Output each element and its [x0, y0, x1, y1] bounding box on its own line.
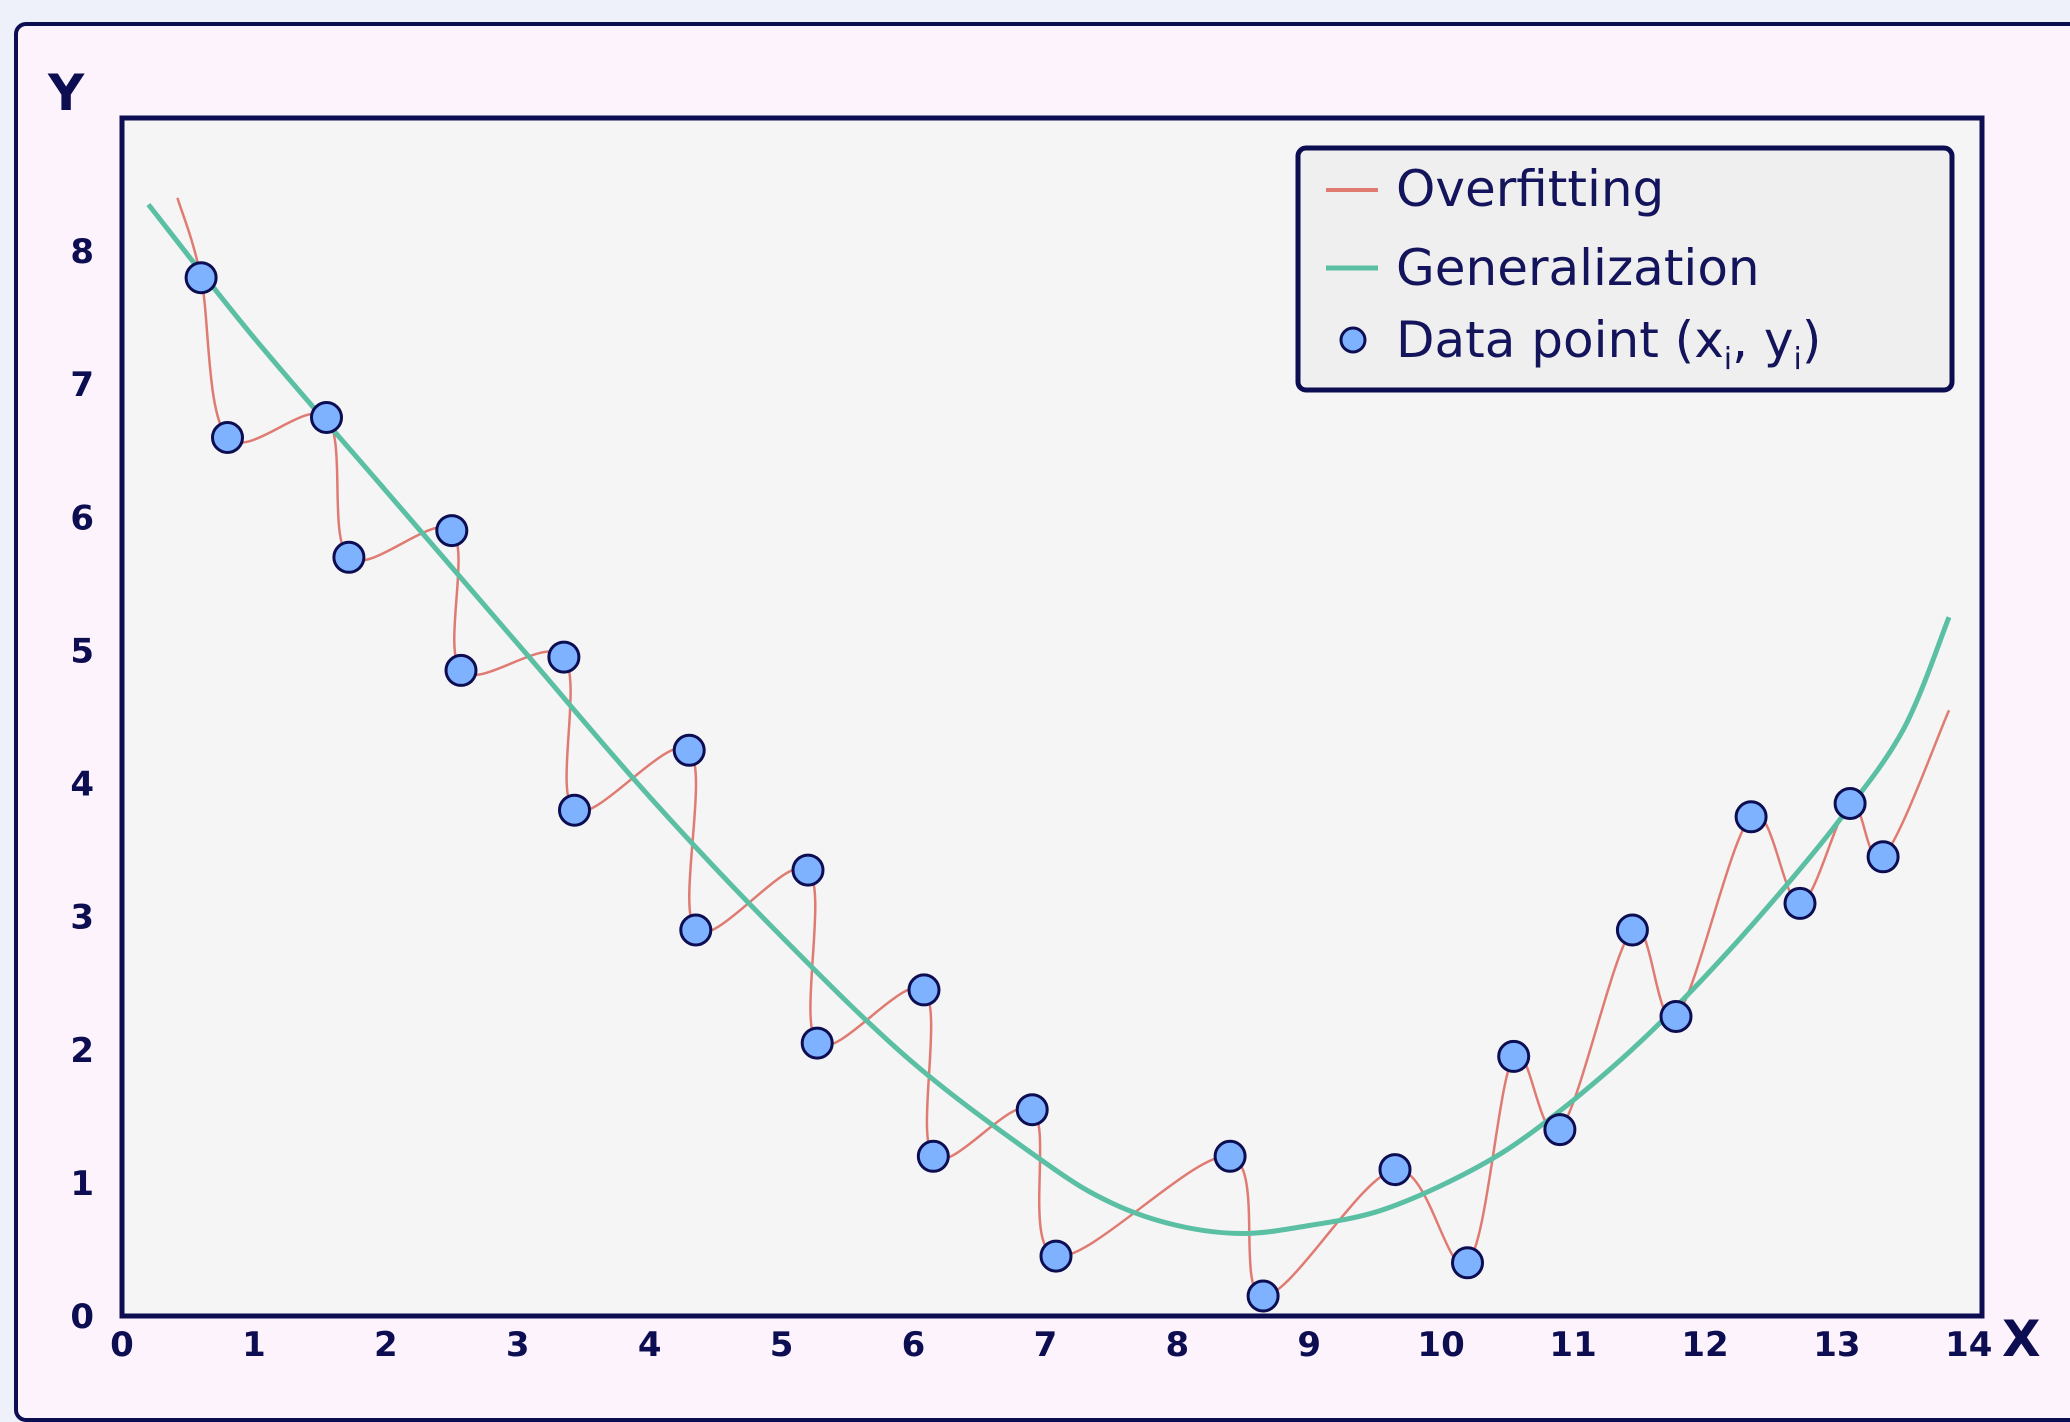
data-point — [1833, 787, 1867, 820]
x-tick-label: 9 — [1297, 1325, 1321, 1365]
data-point — [1783, 886, 1817, 920]
data-point — [1866, 840, 1900, 874]
data-point — [211, 421, 244, 454]
x-tick-label: 4 — [638, 1325, 662, 1365]
data-point — [184, 261, 218, 295]
data-point — [1213, 1139, 1247, 1173]
data-point — [558, 793, 591, 827]
legend-overfitting-label: Overfitting — [1396, 160, 1664, 218]
data-point — [1497, 1039, 1531, 1073]
y-axis-label: Y — [47, 64, 85, 122]
data-point — [1615, 913, 1649, 947]
data-point — [1039, 1239, 1073, 1273]
x-tick-label: 2 — [374, 1325, 398, 1365]
x-tick-label: 3 — [506, 1325, 530, 1365]
data-point — [800, 1026, 834, 1060]
generalization-curve — [146, 202, 1952, 1237]
y-tick-label: 1 — [70, 1164, 94, 1204]
y-tick-label: 4 — [70, 765, 94, 805]
legend-generalization-label: Generalization — [1396, 239, 1760, 297]
data-point — [791, 853, 825, 887]
y-tick-label: 2 — [70, 1031, 94, 1071]
x-tick-label: 0 — [110, 1325, 134, 1365]
data-point — [907, 973, 941, 1007]
x-tick-label: 11 — [1549, 1325, 1596, 1365]
x-tick-label: 1 — [242, 1325, 266, 1365]
data-point — [1659, 1000, 1693, 1033]
data-point — [1246, 1279, 1280, 1313]
x-tick-label: 12 — [1681, 1325, 1728, 1365]
y-tick-label: 8 — [70, 232, 94, 272]
data-point — [1543, 1113, 1577, 1147]
data-point — [1451, 1246, 1484, 1280]
y-tick-label: 0 — [70, 1297, 94, 1337]
x-tick-label: 13 — [1813, 1325, 1860, 1365]
legend-points-sub1: i — [1724, 342, 1732, 377]
y-tick-label: 5 — [70, 631, 94, 671]
data-point — [672, 733, 706, 767]
data-point — [1378, 1153, 1412, 1187]
x-axis-label: X — [2002, 1310, 2041, 1368]
data-point — [444, 653, 478, 687]
x-tick-label: 8 — [1165, 1325, 1189, 1365]
x-tick-label: 6 — [902, 1325, 926, 1365]
data-point — [1734, 800, 1768, 834]
y-tick-label: 7 — [70, 365, 94, 405]
data-point — [547, 640, 581, 674]
data-point — [1015, 1093, 1049, 1127]
legend-box — [1295, 145, 1955, 393]
data-point — [435, 514, 469, 548]
legend-points-sub2: i — [1794, 342, 1802, 377]
x-tick-label: 5 — [770, 1325, 794, 1365]
legend-points-label: Data point (xi, yi) — [1396, 311, 1821, 377]
data-point — [332, 540, 366, 574]
legend-points-suffix: ) — [1802, 311, 1822, 369]
data-point — [679, 913, 713, 947]
legend-point-swatch — [1339, 326, 1367, 354]
x-tick-label: 14 — [1945, 1325, 1992, 1365]
x-tick-label: 7 — [1034, 1325, 1058, 1365]
x-tick-label: 10 — [1417, 1325, 1464, 1365]
data-point — [916, 1139, 950, 1173]
y-tick-label: 3 — [70, 898, 94, 938]
data-point — [310, 401, 343, 434]
legend-points-prefix: Data point (x — [1396, 311, 1724, 369]
y-tick-label: 6 — [70, 498, 94, 538]
legend: Overfitting Generalization Data point (x… — [1295, 145, 1955, 393]
legend-points-mid: , y — [1732, 311, 1793, 369]
